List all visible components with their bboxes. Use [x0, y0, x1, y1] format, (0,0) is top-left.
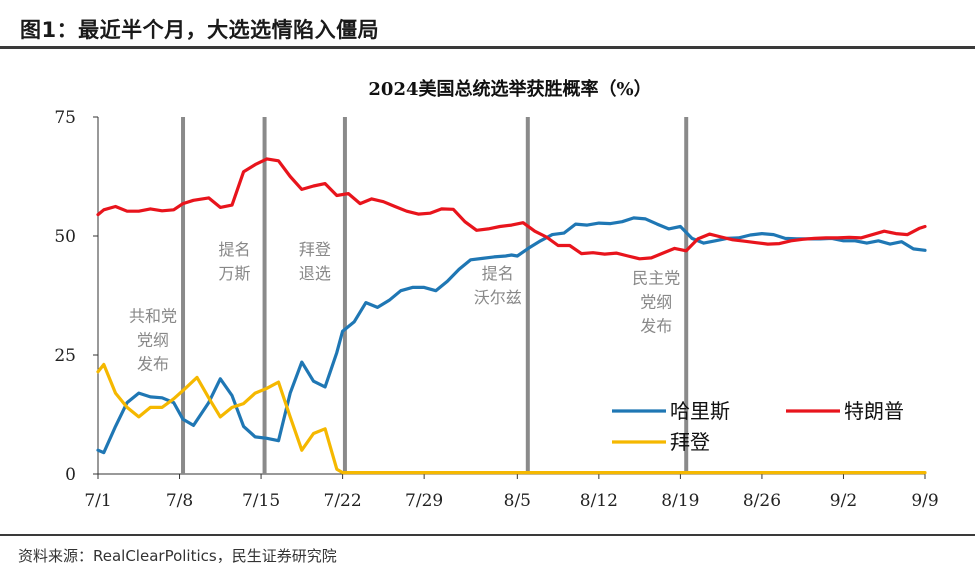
x-tick-label: 8/5 [504, 491, 531, 511]
event-label: 退选 [299, 264, 331, 283]
x-tick-label: 7/1 [84, 491, 111, 511]
x-tick-label: 8/19 [661, 491, 699, 511]
chart-axes: 0 25 50 75 7/1 7/8 7/15 7/22 7/29 8/5 8/12 8/19 8/26… [54, 108, 938, 511]
figure-title: 图1：最近半个月，大选选情陷入僵局 [20, 18, 380, 42]
y-tick-label: 50 [54, 227, 76, 247]
top-rule [0, 46, 975, 49]
event-label: 党纲 [640, 293, 672, 312]
series-lines [96, 157, 927, 475]
event-label: 提名 [219, 240, 251, 259]
event-label: 沃尔兹 [474, 288, 522, 307]
x-tick-label: 7/22 [324, 491, 362, 511]
event-label: 发布 [640, 317, 672, 336]
x-tick-label: 7/29 [405, 491, 443, 511]
event-label: 拜登 [299, 240, 331, 259]
chart-title: 2024美国总统选举获胜概率（%） [368, 78, 651, 100]
source-note: 资料来源：RealClearPolitics，民生证券研究院 [18, 547, 337, 565]
event-label: 万斯 [219, 264, 251, 283]
probability-line-chart: 2024美国总统选举获胜概率（%） 0 25 50 75 7/1 7/8 7/15 7/22 7… [54, 78, 938, 511]
y-tick-label: 25 [54, 346, 76, 366]
y-tick-label: 75 [54, 108, 76, 128]
legend-label: 特朗普 [844, 399, 904, 423]
y-tick-label: 0 [65, 465, 76, 485]
series-line-哈里斯 [96, 216, 927, 455]
event-label: 发布 [137, 355, 169, 374]
series-line-特朗普 [96, 157, 927, 261]
x-tick-label: 8/26 [743, 491, 781, 511]
x-tick-label: 9/2 [830, 491, 857, 511]
x-tick-label: 8/12 [580, 491, 618, 511]
x-tick-label: 7/8 [166, 491, 193, 511]
event-label: 提名 [482, 264, 514, 283]
event-label: 共和党 [129, 307, 177, 326]
event-label: 民主党 [632, 269, 680, 288]
legend-label: 哈里斯 [670, 399, 730, 423]
x-tick-label: 9/9 [911, 491, 938, 511]
legend-label: 拜登 [670, 430, 710, 454]
bottom-rule [0, 534, 975, 536]
x-tick-label: 7/15 [242, 491, 280, 511]
event-label: 党纲 [137, 331, 169, 350]
series-line-拜登 [96, 362, 927, 475]
